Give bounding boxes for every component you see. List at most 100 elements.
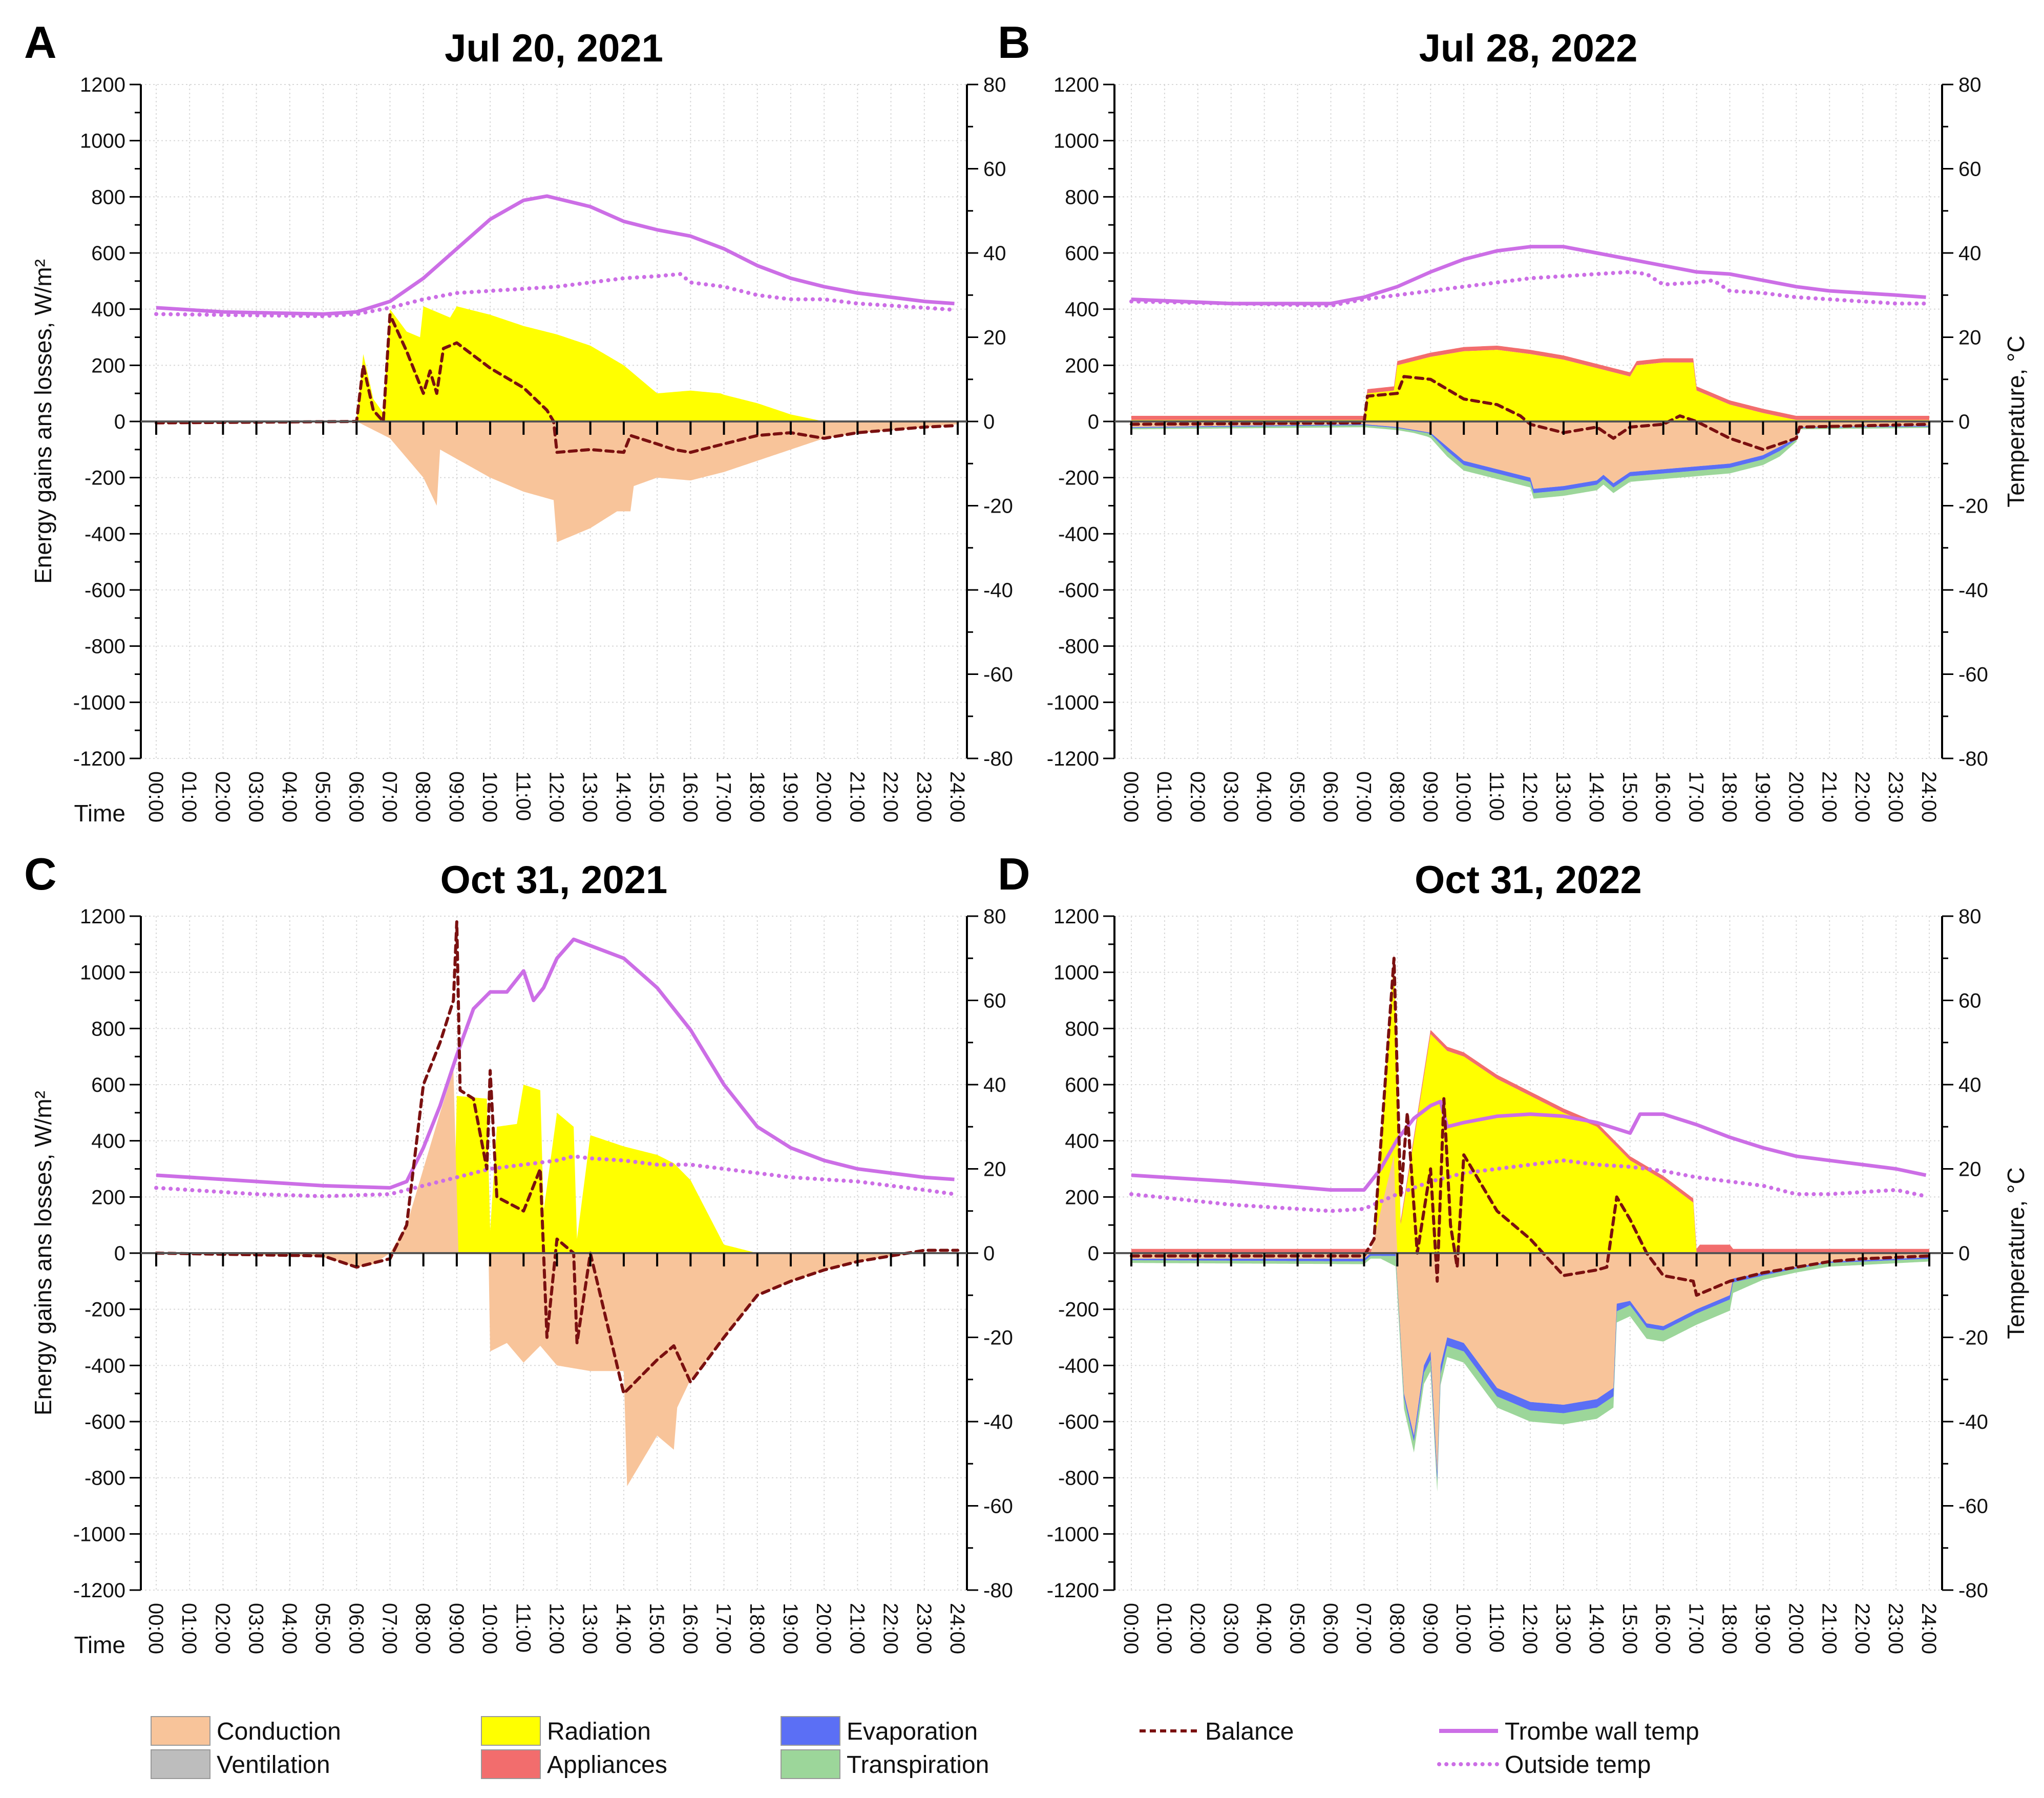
legend-swatch (481, 1749, 541, 1779)
panel-title: Oct 31, 2022 (1415, 858, 1642, 902)
x-tick-label: 24:00 (1917, 771, 1940, 822)
x-tick-label: 07:00 (378, 1603, 401, 1654)
panel-C: 120010008006004002000-200-400-600-800-10… (24, 849, 1013, 1658)
x-tick-label: 08:00 (412, 1603, 434, 1654)
panel-B: 120010008006004002000-200-400-600-800-10… (998, 17, 2029, 822)
x-tick-label: 13:00 (1552, 1603, 1574, 1654)
x-tick-label: 02:00 (1186, 1603, 1209, 1654)
x-tick-label: 10:00 (1452, 1603, 1474, 1654)
line-balance (1130, 957, 1931, 1297)
x-tick-label: 21:00 (846, 1603, 868, 1654)
panel-letter: A (24, 17, 57, 68)
x-tick-label: 14:00 (612, 771, 635, 822)
line-trombe-wall-temp (1131, 1099, 1927, 1192)
y-axis-label-left: Energy gains ans losses, W/m² (30, 259, 56, 584)
x-tick-label: 05:00 (1286, 771, 1309, 822)
legend-item-radiation: Radiation (481, 1716, 651, 1746)
y-tick-label-left: 400 (91, 299, 125, 321)
legend-label: Conduction (217, 1718, 341, 1745)
x-tick-label: 15:00 (645, 1603, 668, 1654)
y-tick-label-left: -400 (85, 523, 125, 545)
x-tick-label: 13:00 (1552, 771, 1574, 822)
x-tick-label: 10:00 (478, 1603, 501, 1654)
y-tick-label-left: 600 (1065, 242, 1099, 265)
x-tick-label: 11:00 (512, 771, 534, 821)
y-tick-label-left: 1000 (80, 130, 125, 153)
x-tick-label: 08:00 (412, 771, 434, 822)
y-tick-label-left: 1200 (1053, 905, 1099, 928)
y-tick-label-left: -200 (1058, 1299, 1099, 1321)
x-tick-label: 17:00 (1685, 771, 1708, 822)
area-radiation (156, 306, 958, 421)
x-tick-label: 17:00 (1685, 1603, 1708, 1654)
y-tick-label-right: -40 (1958, 579, 1988, 602)
legend-swatch (781, 1716, 840, 1746)
x-tick-label: 18:00 (1718, 1603, 1741, 1654)
y-tick-label-left: 0 (1088, 411, 1099, 433)
legend-item-balance: Balance (1140, 1718, 1294, 1745)
x-tick-label: 24:00 (1917, 1603, 1940, 1654)
x-tick-label: 11:00 (512, 1603, 534, 1653)
x-tick-label: 20:00 (812, 771, 835, 822)
line-trombe-wall-temp (156, 194, 955, 316)
x-tick-label: 03:00 (1219, 771, 1242, 822)
y-tick-label-left: -600 (85, 579, 125, 602)
y-tick-label-right: 20 (1958, 327, 1982, 349)
legend-label: Transpiration (847, 1751, 989, 1779)
x-tick-label: 00:00 (144, 1603, 167, 1654)
panel-letter: B (998, 17, 1030, 68)
y-tick-label-left: 0 (114, 411, 125, 433)
x-tick-label: 22:00 (1851, 1603, 1873, 1654)
y-tick-label-right: 0 (1958, 411, 1970, 433)
panel-D: 120010008006004002000-200-400-600-800-10… (998, 849, 2029, 1654)
x-tick-label: 00:00 (1120, 1603, 1142, 1654)
x-tick-label: 17:00 (712, 1603, 735, 1654)
x-tick-label: 22:00 (879, 771, 902, 822)
y-tick-label-left: 600 (91, 242, 125, 265)
x-tick-label: 06:00 (345, 1603, 367, 1654)
panel-title: Jul 28, 2022 (1419, 27, 1638, 70)
x-tick-label: 07:00 (1352, 1603, 1375, 1654)
y-tick-label-left: 400 (91, 1130, 125, 1153)
area-appliances (1131, 345, 1929, 420)
y-tick-label-left: 200 (1065, 1186, 1099, 1209)
panel-title: Jul 20, 2021 (445, 27, 663, 70)
x-tick-label: 04:00 (278, 1603, 301, 1654)
x-tick-label: 20:00 (1784, 1603, 1807, 1654)
y-axis-label-left: Energy gains ans losses, W/m² (30, 1091, 56, 1415)
x-tick-label: 14:00 (612, 1603, 635, 1654)
x-tick-label: 11:00 (1485, 771, 1508, 821)
panel-A: 120010008006004002000-200-400-600-800-10… (24, 17, 1013, 827)
x-tick-label: 20:00 (812, 1603, 835, 1654)
x-tick-label: 23:00 (1884, 771, 1907, 822)
area-radiation (156, 1085, 958, 1253)
y-tick-label-right: -60 (983, 1495, 1013, 1518)
x-tick-label: 16:00 (679, 771, 701, 822)
y-tick-label-right: -40 (983, 1411, 1013, 1433)
y-tick-label-left: -600 (1058, 579, 1099, 602)
x-tick-label: 08:00 (1385, 771, 1408, 822)
legend-item-evaporation: Evaporation (781, 1716, 978, 1746)
x-tick-label: 16:00 (679, 1603, 701, 1654)
y-tick-label-left: -1000 (73, 691, 125, 714)
y-tick-label-right: 60 (983, 990, 1006, 1012)
x-tick-label: 04:00 (278, 771, 301, 822)
y-tick-label-right: -80 (983, 1579, 1013, 1602)
x-tick-label: 24:00 (946, 771, 968, 822)
x-tick-label: 19:00 (779, 1603, 802, 1654)
y-tick-label-left: -800 (1058, 636, 1099, 658)
area-radiation (1131, 350, 1929, 421)
panel-letter: D (998, 849, 1030, 899)
legend-label: Ventilation (217, 1751, 330, 1779)
y-tick-label-left: 200 (1065, 354, 1099, 377)
y-tick-label-right: -40 (1958, 1411, 1988, 1433)
x-tick-label: 04:00 (1253, 1603, 1275, 1654)
x-tick-label: 06:00 (1319, 771, 1342, 822)
x-tick-label: 15:00 (1618, 1603, 1641, 1654)
y-tick-label-right: -60 (1958, 1495, 1988, 1518)
y-tick-label-left: 1200 (80, 74, 125, 96)
x-tick-label: 05:00 (311, 1603, 334, 1654)
x-tick-label: 01:00 (178, 771, 200, 822)
legend-swatch (781, 1749, 840, 1779)
y-tick-label-left: -400 (1058, 523, 1099, 545)
